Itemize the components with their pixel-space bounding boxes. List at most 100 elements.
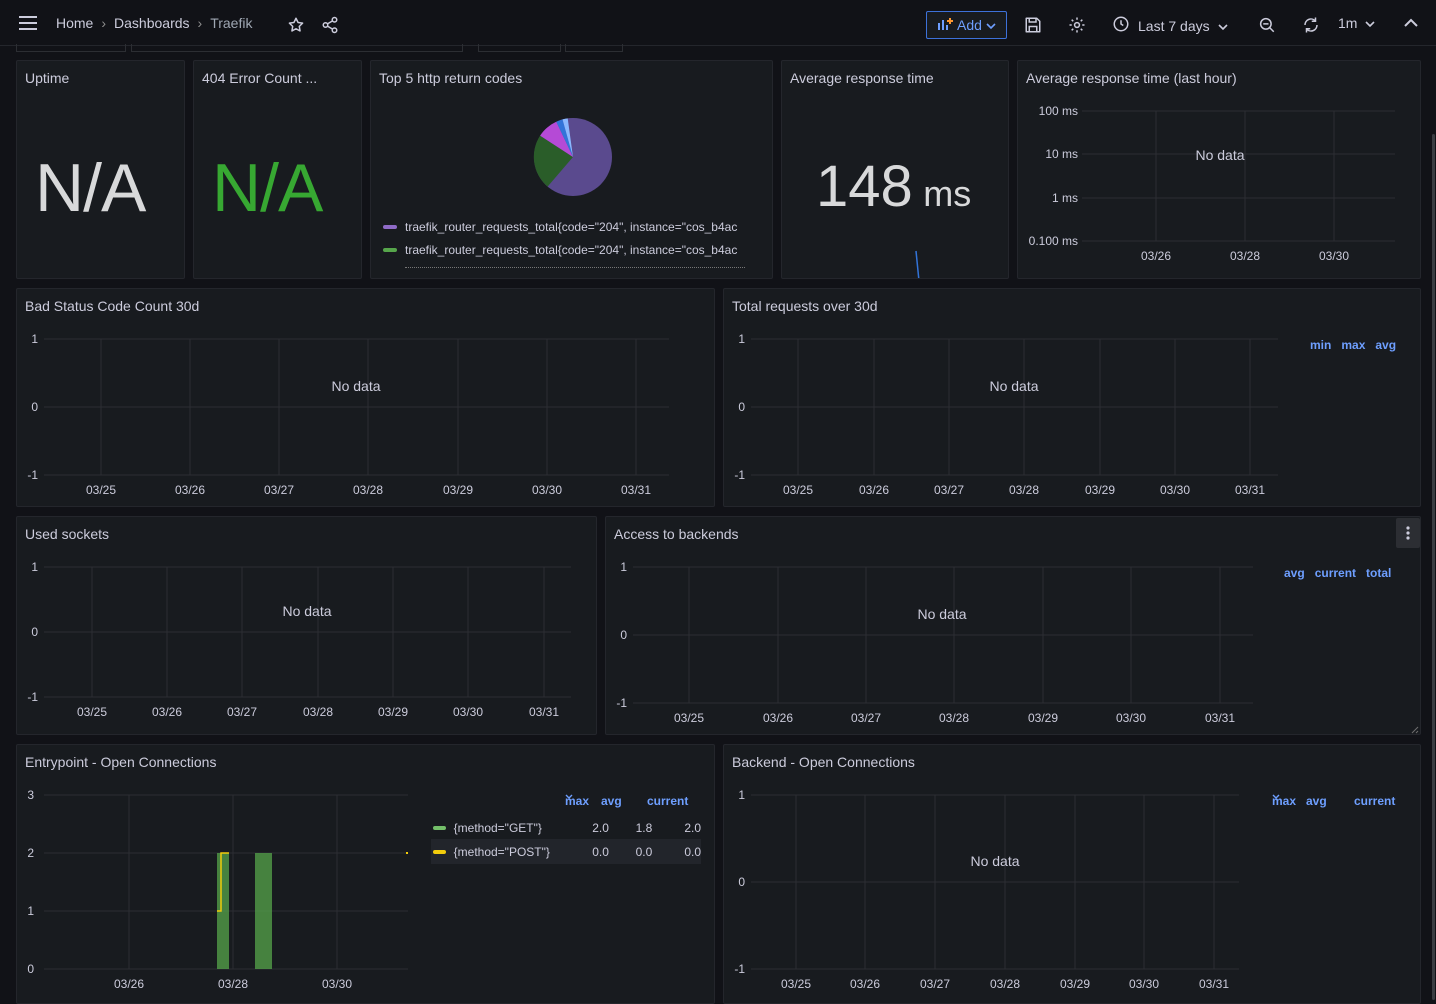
legend-col-current[interactable]: current [1314, 566, 1357, 580]
legend-header: max avg current [565, 794, 688, 808]
legend-col-max[interactable]: max [565, 794, 590, 808]
y-tick: 1 [738, 788, 745, 802]
y-tick: 100 ms [1039, 104, 1078, 118]
y-tick: -1 [27, 468, 38, 482]
variable-selector[interactable] [565, 44, 623, 52]
x-tick: 03/30 [1319, 249, 1349, 263]
legend-overflow [405, 267, 745, 271]
legend-col-max[interactable]: max [1341, 338, 1366, 352]
x-tick: 03/25 [77, 705, 107, 719]
avg-response-stat: 148 ms [816, 153, 971, 220]
star-icon[interactable] [287, 16, 305, 34]
x-tick: 03/28 [353, 483, 383, 497]
legend-col-min[interactable]: min [1310, 338, 1332, 352]
no-data-label: No data [989, 378, 1038, 394]
x-tick: 03/31 [1199, 977, 1229, 991]
panel-title: Backend - Open Connections [732, 754, 915, 770]
legend-col-max[interactable]: max [1272, 794, 1297, 808]
x-tick: 03/26 [1141, 249, 1171, 263]
scrollbar[interactable] [1432, 134, 1435, 1000]
legend-row-post[interactable]: {method="POST"} 0.0 0.0 0.0 [431, 839, 701, 864]
refresh-icon[interactable] [1302, 16, 1320, 34]
refresh-interval-picker[interactable]: 1m [1338, 15, 1376, 31]
series-bar [255, 853, 272, 969]
add-button-label: Add [957, 17, 982, 33]
pie-slice [562, 118, 573, 157]
chevron-down-icon [1365, 15, 1376, 31]
x-tick: 03/30 [453, 705, 483, 719]
legend-col-current[interactable]: current [1354, 794, 1396, 808]
breadcrumb-current: Traefik [210, 15, 253, 31]
x-tick: 03/26 [175, 483, 205, 497]
x-tick: 03/27 [851, 711, 881, 725]
chevron-up-icon[interactable] [1404, 18, 1418, 28]
legend-col-avg-label: avg [1306, 794, 1327, 808]
breadcrumb-dashboards[interactable]: Dashboards [114, 15, 190, 31]
panel-menu-button[interactable] [1396, 518, 1420, 548]
x-tick: 03/31 [529, 705, 559, 719]
add-button[interactable]: Add [926, 11, 1007, 39]
x-tick: 03/28 [1009, 483, 1039, 497]
legend-current: 0.0 [684, 844, 701, 859]
legend-swatch [383, 225, 397, 229]
x-tick: 03/30 [1129, 977, 1159, 991]
panel-404-errors: 404 Error Count ... N/A [193, 60, 362, 279]
no-data-label: No data [970, 853, 1019, 869]
panel-total-requests: Total requests over 30d 1 0 -1 03/25 03/… [723, 288, 1421, 507]
x-tick: 03/25 [783, 483, 813, 497]
y-tick: -1 [27, 690, 38, 704]
legend-col-current[interactable]: current [647, 794, 689, 808]
x-tick: 03/28 [218, 977, 248, 991]
variable-selector[interactable] [478, 44, 561, 52]
x-tick: 03/29 [1028, 711, 1058, 725]
menu-icon[interactable] [18, 15, 38, 31]
resize-handle-icon[interactable] [1411, 726, 1419, 734]
legend-max: 0.0 [592, 844, 609, 859]
graph-area: 1 0 -1 03/25 03/26 03/27 03/28 03/29 03/… [27, 332, 669, 497]
no-data-label: No data [282, 603, 331, 619]
x-tick: 03/30 [322, 977, 352, 991]
legend-col-total[interactable]: total [1366, 566, 1392, 580]
share-icon[interactable] [321, 16, 339, 34]
time-range-picker[interactable]: Last 7 days [1112, 15, 1228, 36]
variable-selector[interactable] [131, 44, 463, 52]
uptime-value: N/A [35, 150, 146, 226]
breadcrumb-home[interactable]: Home [56, 15, 94, 31]
panel-title: 404 Error Count ... [202, 70, 318, 86]
legend-label: traefik_router_requests_total{code="204"… [405, 220, 738, 234]
x-tick: 03/31 [1235, 483, 1265, 497]
legend-col-avg[interactable]: avg [565, 794, 647, 808]
legend-col-avg-label: avg [601, 794, 622, 808]
y-tick: 1 [27, 904, 34, 918]
save-icon[interactable] [1024, 16, 1042, 34]
legend-swatch [383, 248, 397, 252]
legend-col-avg[interactable]: avg [1375, 338, 1397, 352]
legend-col-avg[interactable]: avg [1272, 794, 1354, 808]
graph-area: 1 0 -1 03/25 03/26 03/27 03/28 03/29 03/… [734, 788, 1239, 991]
sparkline [915, 250, 920, 278]
y-tick: 0 [27, 962, 34, 976]
legend-item[interactable]: traefik_router_requests_total{code="204"… [383, 243, 737, 257]
pie-chart [533, 118, 612, 196]
graph-area: 3 2 1 0 03/26 03/28 03/30 [27, 788, 408, 991]
y-tick: 1 ms [1052, 191, 1078, 205]
avg-response-value: 148 [816, 154, 913, 219]
x-tick: 03/28 [1230, 249, 1260, 263]
chevron-down-icon [986, 17, 996, 33]
x-tick: 03/27 [920, 977, 950, 991]
x-tick: 03/28 [303, 705, 333, 719]
legend-row-get[interactable]: {method="GET"} 2.0 1.8 2.0 [433, 816, 701, 840]
gear-icon[interactable] [1068, 16, 1086, 34]
x-tick: 03/29 [1085, 483, 1115, 497]
panel-avg-response-hour: Average response time (last hour) 100 ms… [1017, 60, 1421, 279]
variable-selector[interactable] [16, 44, 126, 52]
graph-area: 1 0 -1 03/25 03/26 03/27 03/28 03/29 03/… [616, 560, 1419, 734]
panel-title: Average response time (last hour) [1026, 70, 1237, 86]
x-tick: 03/26 [152, 705, 182, 719]
x-tick: 03/31 [621, 483, 651, 497]
legend-col-avg[interactable]: avg [1284, 566, 1305, 580]
legend-item[interactable]: traefik_router_requests_total{code="204"… [383, 220, 737, 234]
zoom-out-icon[interactable] [1258, 16, 1276, 34]
legend-label: traefik_router_requests_total{code="204"… [405, 243, 738, 257]
y-tick: 0 [738, 875, 745, 889]
